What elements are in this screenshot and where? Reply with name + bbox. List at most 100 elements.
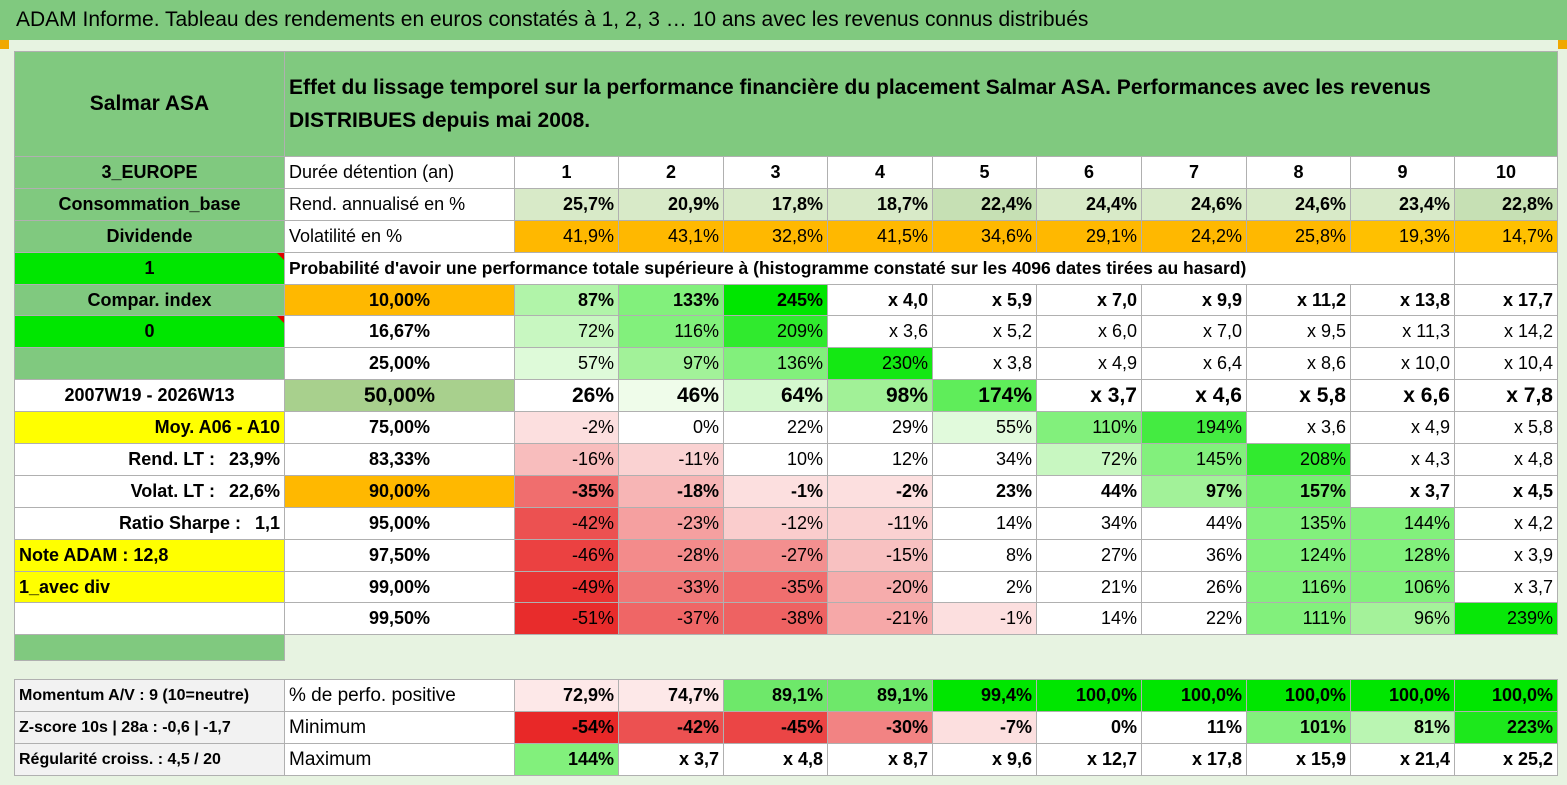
proba-value: 145% [1141, 443, 1247, 476]
proba-value: x 6,6 [1350, 379, 1455, 413]
sharpe-cell: Ratio Sharpe : 1,1 [14, 506, 285, 540]
proba-value: 106% [1350, 570, 1455, 604]
dividend-cell: Dividende [14, 219, 285, 253]
year-header: 4 [827, 156, 933, 189]
summary-table: Momentum A/V : 9 (10=neutre)% de perfo. … [14, 679, 1558, 776]
proba-value: 128% [1350, 538, 1455, 572]
side-label: Volat. LT : [130, 480, 215, 501]
proba-value: x 4,9 [1350, 411, 1455, 445]
year-header: 10 [1454, 156, 1558, 189]
proba-data-row: Compar. index 10,00% 87% 133% 245% x 4,0 x 5,9… [14, 283, 1558, 317]
proba-value: 34% [932, 443, 1037, 476]
proba-value: 23% [932, 474, 1037, 508]
proba-value: 44% [1141, 506, 1247, 540]
summary-side-cell: Régularité croiss. : 4,5 / 20 [14, 743, 285, 776]
proba-value: -16% [514, 443, 619, 476]
report-title: ADAM Informe. Tableau des rendements en … [0, 0, 1567, 40]
volat-value: 32,8% [723, 219, 828, 253]
threshold-cell: 99,50% [284, 602, 515, 636]
side-label: Rend. LT : [128, 448, 215, 469]
proba-data-row: Ratio Sharpe :1,1 95,00% -42% -23% -12% -11% 1… [14, 506, 1558, 540]
proba-data-row: Note ADAM : 12,8 97,50% -46% -28% -27% -15% 8%… [14, 538, 1558, 572]
fund-name: Salmar ASA [14, 51, 285, 157]
proba-value: 0% [618, 411, 724, 445]
region-cell: 3_EUROPE [14, 156, 285, 189]
summary-value: x 12,7 [1036, 743, 1142, 776]
proba-value: 111% [1246, 602, 1351, 636]
year-header: 3 [723, 156, 828, 189]
proba-value: 8% [932, 538, 1037, 572]
year-header: 1 [514, 156, 619, 189]
rend-value: 22,8% [1454, 187, 1558, 221]
summary-value: 223% [1454, 711, 1558, 744]
proba-value: x 4,5 [1454, 474, 1558, 508]
volat-lt-cell: Volat. LT : 22,6% [14, 474, 285, 508]
summary-value: 89,1% [827, 679, 933, 712]
moy-cell: Moy. A06 - A10 [14, 411, 285, 445]
summary-value: x 3,7 [618, 743, 724, 776]
proba-value: 34% [1036, 506, 1142, 540]
proba-data-row: Rend. LT : 23,9% 83,33% -16% -11% 10% 12% 34% 72… [14, 443, 1558, 476]
corner-marker [1558, 40, 1567, 49]
volat-value: 34,6% [932, 219, 1037, 253]
year-header: 5 [932, 156, 1037, 189]
note-adam-cell: Note ADAM : 12,8 [14, 538, 285, 572]
volat-value: 41,5% [827, 219, 933, 253]
side-label: Ratio Sharpe : [118, 512, 241, 533]
summary-value: 100,0% [1454, 679, 1558, 712]
proba-value: 208% [1246, 443, 1351, 476]
summary-value: 100,0% [1246, 679, 1351, 712]
threshold-cell: 50,00% [284, 379, 515, 413]
proba-data-row: 2007W19 - 2026W13 50,00% 26% 46% 64% 98% 174% x… [14, 379, 1558, 413]
proba-value: x 17,7 [1454, 283, 1558, 317]
rend-value: 23,4% [1350, 187, 1455, 221]
summary-value: -45% [723, 711, 828, 744]
one-cell: 1 [14, 251, 285, 285]
year-header: 6 [1036, 156, 1142, 189]
proba-value: 29% [827, 411, 933, 445]
proba-value: -51% [514, 602, 619, 636]
summary-value: 89,1% [723, 679, 828, 712]
volat-value: 43,1% [618, 219, 724, 253]
rend-lt-cell: Rend. LT : 23,9% [14, 443, 285, 476]
proba-value: -23% [618, 506, 724, 540]
rend-value: 18,7% [827, 187, 933, 221]
proba-value: 239% [1454, 602, 1558, 636]
proba-value: x 4,8 [1454, 443, 1558, 476]
proba-value: 97% [1141, 474, 1247, 508]
proba-value: x 3,7 [1350, 474, 1455, 508]
summary-value: -7% [932, 711, 1037, 744]
period-cell: 2007W19 - 2026W13 [14, 379, 285, 413]
proba-value: -35% [723, 570, 828, 604]
year-header: 2 [618, 156, 724, 189]
proba-value: 46% [618, 379, 724, 413]
proba-value: 136% [723, 347, 828, 381]
threshold-cell: 16,67% [284, 315, 515, 349]
rend-value: 24,6% [1246, 187, 1351, 221]
proba-value: x 5,8 [1246, 379, 1351, 413]
proba-value: x 3,9 [1454, 538, 1558, 572]
summary-value: 100,0% [1350, 679, 1455, 712]
proba-value: 44% [1036, 474, 1142, 508]
summary-value: 72,9% [514, 679, 619, 712]
volat-value: 24,2% [1141, 219, 1247, 253]
rend-value: 22,4% [932, 187, 1037, 221]
proba-value: 97% [618, 347, 724, 381]
volat-value: 41,9% [514, 219, 619, 253]
duree-label: Durée détention (an) [284, 156, 515, 189]
proba-value: -1% [932, 602, 1037, 636]
proba-value: 2% [932, 570, 1037, 604]
summary-value: 74,7% [618, 679, 724, 712]
spacer-cell [14, 634, 285, 662]
summary-value: x 25,2 [1454, 743, 1558, 776]
proba-value: -1% [723, 474, 828, 508]
proba-value: x 4,0 [827, 283, 933, 317]
side-value: 1,1 [254, 512, 280, 533]
summary-value: 100,0% [1141, 679, 1247, 712]
threshold-cell: 10,00% [284, 283, 515, 317]
proba-value: -38% [723, 602, 828, 636]
threshold-cell: 95,00% [284, 506, 515, 540]
summary-side-cell: Momentum A/V : 9 (10=neutre) [14, 679, 285, 712]
rend-value: 24,6% [1141, 187, 1247, 221]
proba-value: x 11,3 [1350, 315, 1455, 349]
